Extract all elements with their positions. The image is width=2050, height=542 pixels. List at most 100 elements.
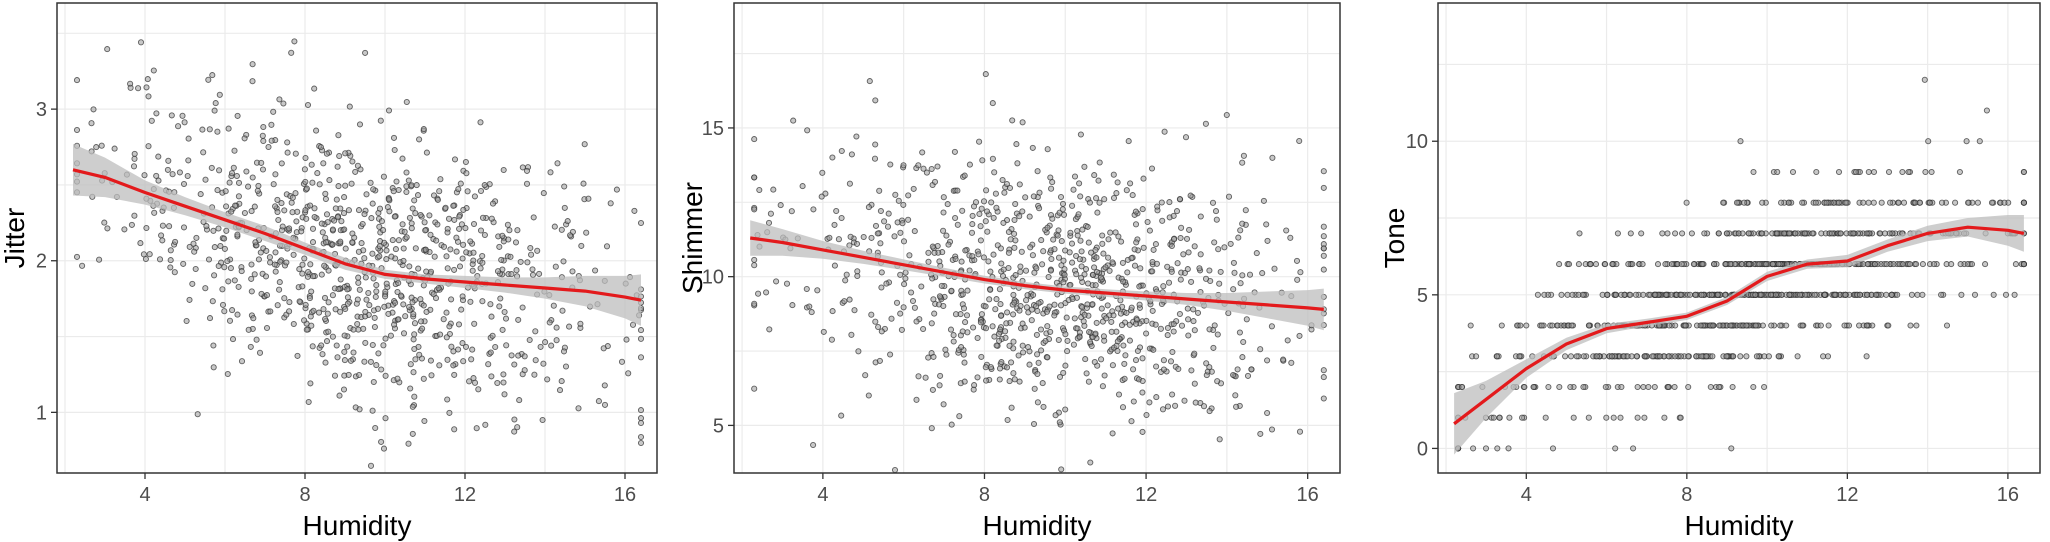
data-point	[936, 382, 943, 389]
data-point	[1206, 267, 1213, 274]
data-point	[450, 348, 457, 355]
data-point	[341, 194, 348, 201]
data-point	[460, 358, 467, 365]
data-point	[1296, 332, 1303, 339]
data-point	[1716, 383, 1723, 391]
data-point	[2020, 261, 2027, 268]
data-point	[331, 372, 339, 379]
data-point	[451, 426, 458, 433]
data-point	[1011, 216, 1018, 224]
data-point	[313, 127, 320, 134]
data-point	[1120, 278, 1127, 285]
data-point	[400, 245, 407, 252]
data-point	[322, 195, 329, 203]
data-point	[1654, 261, 1662, 268]
data-point	[1549, 322, 1556, 329]
data-point	[309, 179, 316, 186]
data-point	[1683, 199, 1690, 206]
data-point	[1971, 291, 1979, 298]
data-point	[335, 286, 342, 293]
data-point	[1576, 230, 1583, 237]
data-point	[1768, 291, 1775, 298]
data-point	[1948, 261, 1955, 268]
data-point	[329, 226, 336, 233]
data-point	[592, 267, 599, 274]
data-point	[499, 326, 506, 333]
data-point	[288, 49, 295, 56]
data-point	[131, 155, 138, 162]
data-point	[958, 344, 965, 351]
data-point	[255, 182, 262, 189]
data-point	[948, 421, 955, 428]
data-point	[1825, 322, 1832, 329]
data-point	[897, 310, 904, 317]
data-point	[421, 219, 428, 226]
data-point	[1028, 306, 1035, 313]
data-point	[1057, 193, 1065, 201]
data-point	[245, 183, 252, 190]
data-point	[1716, 322, 1723, 329]
data-point	[1133, 239, 1140, 246]
data-point	[309, 239, 317, 246]
data-point	[215, 225, 222, 232]
data-point	[1656, 353, 1663, 360]
data-point	[1690, 261, 1697, 268]
data-point	[1320, 374, 1327, 381]
data-point	[1865, 199, 1872, 206]
data-point	[498, 256, 505, 263]
scatter-points	[1455, 76, 2027, 452]
data-point	[503, 342, 510, 349]
data-point	[321, 262, 328, 269]
data-point	[128, 221, 135, 228]
data-point	[234, 231, 241, 238]
data-point	[1783, 322, 1790, 329]
data-point	[1012, 237, 1019, 244]
data-point	[288, 199, 295, 206]
data-point	[1081, 163, 1088, 170]
data-point	[1210, 344, 1217, 351]
data-point	[872, 318, 879, 325]
data-point	[556, 387, 564, 394]
data-point	[1130, 366, 1137, 373]
data-point	[540, 190, 547, 197]
data-point	[990, 214, 997, 221]
panel-border	[733, 2, 1341, 474]
data-point	[238, 268, 245, 275]
data-point	[511, 428, 518, 435]
data-point	[153, 110, 160, 117]
data-point	[180, 260, 187, 267]
data-point	[1076, 256, 1083, 263]
data-point	[963, 312, 971, 319]
data-point	[346, 103, 353, 110]
data-point	[514, 424, 521, 431]
data-point	[1883, 291, 1890, 298]
data-point	[329, 241, 336, 248]
data-point	[1164, 324, 1171, 332]
data-point	[954, 221, 961, 228]
data-point	[862, 372, 869, 379]
data-point	[637, 407, 645, 414]
data-point	[1239, 354, 1246, 361]
data-point	[1236, 329, 1243, 336]
data-point	[1121, 360, 1128, 367]
data-point	[1050, 236, 1057, 243]
data-point	[983, 377, 990, 384]
data-point	[299, 261, 306, 268]
data-point	[989, 155, 996, 162]
data-point	[1067, 229, 1074, 236]
data-point	[1137, 265, 1144, 272]
data-point	[984, 228, 991, 235]
data-point	[1159, 217, 1166, 224]
data-point	[417, 211, 424, 219]
data-point	[900, 201, 907, 208]
data-point	[1268, 323, 1275, 330]
data-point	[238, 358, 246, 365]
data-point	[411, 393, 418, 400]
data-point	[1264, 237, 1271, 244]
data-point	[458, 306, 465, 313]
data-point	[93, 144, 100, 151]
data-point	[1679, 230, 1686, 237]
data-point	[159, 237, 166, 244]
